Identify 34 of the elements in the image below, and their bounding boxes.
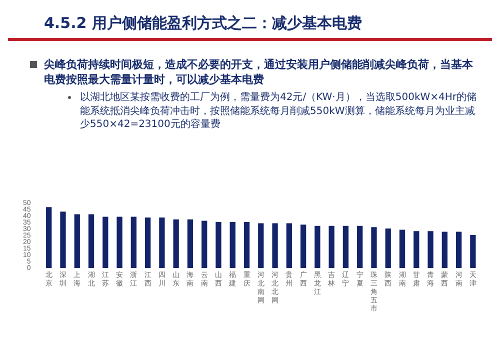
bar — [187, 219, 194, 268]
bar — [230, 222, 236, 268]
bar — [116, 216, 122, 268]
bar — [159, 217, 165, 268]
bar — [144, 217, 151, 268]
bar — [414, 231, 420, 268]
bar — [258, 223, 264, 268]
bar — [46, 207, 52, 268]
bar — [442, 232, 448, 268]
text: 尖峰负荷持续时间极短，造成不必要的开支，通过安装用户侧储能削减尖峰负荷，当基本电费按照最大需量计量时，可以减少基本电费 — [44, 57, 474, 87]
bar — [88, 214, 94, 268]
bar — [60, 212, 66, 268]
bar — [74, 214, 80, 268]
bar — [300, 224, 306, 268]
bar — [385, 228, 391, 268]
bar — [357, 226, 363, 268]
bar — [244, 222, 250, 268]
bar — [216, 222, 222, 268]
bar — [286, 223, 292, 268]
bar — [130, 216, 136, 268]
bar — [399, 230, 406, 268]
bar — [470, 234, 476, 268]
bar — [428, 231, 434, 268]
text: 以湖北地区某按需收费的工厂为例，需量费为42元/（KW·月），当选取500kW×4Hr的储能系统抵消尖峰负荷冲击时，按照储能系统每月削减550kW测算，储能系统每月为业主减少550×42=23100元的容量费 — [80, 91, 478, 132]
chart-title: 4.5.2 用户侧储能盈利方式之二：减少基本电费 — [44, 14, 362, 33]
bar — [456, 232, 462, 268]
bar — [371, 227, 377, 268]
bar — [314, 226, 320, 268]
bar — [328, 226, 334, 268]
bar — [202, 220, 208, 268]
bar — [342, 226, 349, 268]
bar — [173, 219, 179, 268]
bar — [102, 216, 108, 268]
bar — [272, 223, 278, 268]
